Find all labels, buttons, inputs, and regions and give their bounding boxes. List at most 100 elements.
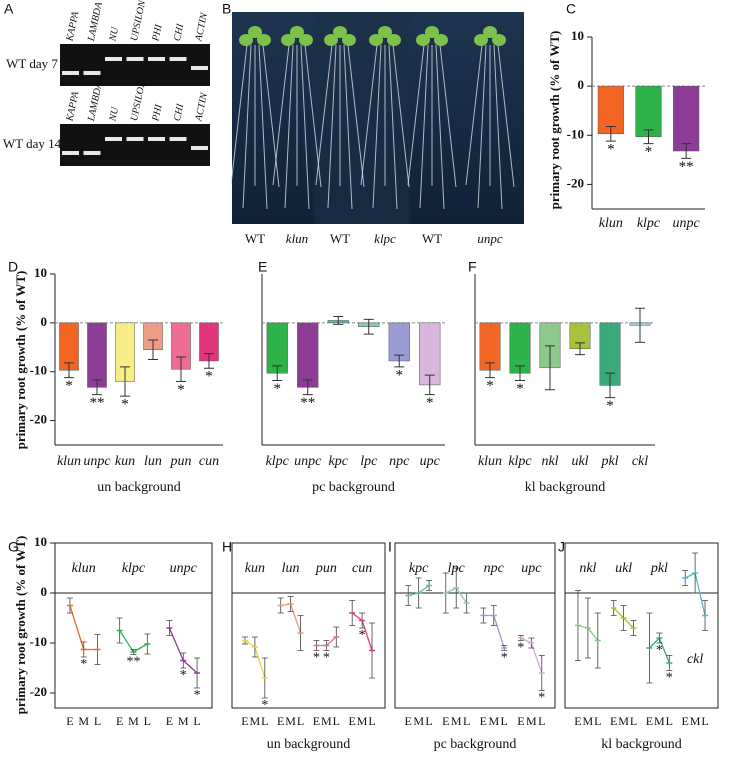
lane-label: NU <box>107 25 121 43</box>
error-bar <box>92 379 102 396</box>
plot-frame <box>231 542 386 709</box>
error-bar <box>681 143 692 159</box>
significance: * <box>323 651 330 666</box>
significance: ** <box>300 395 315 411</box>
photo-caption: WT <box>422 231 442 246</box>
error-bar <box>120 366 130 397</box>
x-axis-label: un background <box>97 480 181 495</box>
x-tick-label: pun <box>170 454 192 469</box>
x-tick-label: E <box>517 714 524 728</box>
x-tick-label: M <box>451 714 462 728</box>
panel-letter: B <box>222 1 231 17</box>
x-axis-label: un background <box>267 737 351 752</box>
x-tick-label: M <box>654 714 665 728</box>
significance: * <box>656 643 663 658</box>
bar <box>597 85 624 135</box>
y-tick-label: -20 <box>30 412 47 427</box>
legend-label: klpc <box>122 561 146 576</box>
lane-label: ACTIN <box>193 11 210 43</box>
gel-band <box>191 146 208 150</box>
x-tick-label: E <box>574 714 581 728</box>
x-tick-label: M <box>357 714 368 728</box>
y-tick-label: -20 <box>30 684 47 699</box>
x-tick-label: nkl <box>541 454 558 469</box>
x-tick-label: M <box>128 714 139 728</box>
x-tick-label: M <box>488 714 499 728</box>
gel-band <box>62 151 79 155</box>
x-axis-label: kl background <box>601 737 681 752</box>
y-tick-label: 10 <box>34 534 47 549</box>
y-tick-label: 0 <box>41 584 48 599</box>
x-tick-label: kun <box>115 454 135 469</box>
error-bar <box>272 365 283 382</box>
gel <box>60 124 210 166</box>
panel-letter: C <box>566 1 576 17</box>
gel-band <box>105 57 122 61</box>
y-tick-label: -20 <box>567 175 584 190</box>
legend-label: klun <box>72 561 96 576</box>
legend-label: pun <box>315 561 337 576</box>
x-tick-label: M <box>178 714 189 728</box>
lane-label: NU <box>107 105 121 123</box>
legend-label: lpc <box>448 561 466 576</box>
legend-label: cun <box>352 561 372 576</box>
error-bar <box>363 318 374 335</box>
root <box>230 44 248 186</box>
gel-bands <box>62 57 208 155</box>
leaf <box>324 34 338 46</box>
x-tick-label: L <box>501 714 508 728</box>
x-tick-label: pkl <box>600 454 618 469</box>
legend-label: upc <box>521 561 542 576</box>
legend-label: ukl <box>615 561 632 576</box>
error-bar <box>485 362 495 379</box>
significance: * <box>194 688 201 703</box>
x-tick-label: klpc <box>508 454 532 469</box>
y-tick-label: -10 <box>30 363 47 378</box>
photo-caption: WT <box>245 231 265 246</box>
significance: * <box>80 657 87 672</box>
root <box>242 44 252 209</box>
x-tick-label: klun <box>599 216 623 231</box>
root <box>465 44 483 186</box>
y-tick-label: 0 <box>578 77 585 92</box>
x-tick-label: E <box>646 714 653 728</box>
error-bar <box>394 354 405 368</box>
x-tick-label: ukl <box>571 454 588 469</box>
significance: * <box>396 367 404 383</box>
x-tick-label: L <box>538 714 545 728</box>
y-tick-label: -10 <box>30 634 47 649</box>
significance: * <box>274 381 282 397</box>
x-tick-label: M <box>250 714 261 728</box>
x-tick-label: L <box>594 714 601 728</box>
x-axis-label: pc background <box>434 737 517 752</box>
lane-label: UPSILON <box>129 0 149 42</box>
panel-letter: E <box>258 259 267 275</box>
significance: * <box>313 651 320 666</box>
x-tick-label: E <box>349 714 356 728</box>
error-bar <box>333 316 344 325</box>
x-axis-label: kl background <box>525 480 605 495</box>
x-tick-label: M <box>583 714 594 728</box>
root <box>419 44 429 209</box>
panel-letter: I <box>388 539 392 555</box>
leaf <box>483 26 497 38</box>
x-tick-label: M <box>618 714 629 728</box>
significance: * <box>359 628 366 643</box>
plot-frame <box>394 542 556 709</box>
lane-label: PHI <box>150 103 165 123</box>
significance: * <box>177 382 185 398</box>
x-tick-label: L <box>261 714 268 728</box>
root <box>272 44 290 186</box>
gel-band <box>83 71 101 75</box>
plants <box>230 26 515 210</box>
gel-band <box>105 137 122 141</box>
x-tick-label: L <box>333 714 340 728</box>
x-tick-label: E <box>682 714 689 728</box>
lane-label: CHI <box>172 22 186 42</box>
gel-band <box>62 71 79 75</box>
photo-caption: klpc <box>374 231 396 246</box>
gel-row-label: WT day 7 <box>6 56 58 71</box>
x-tick-label: klpc <box>637 216 661 231</box>
lane-label: CHI <box>172 102 186 122</box>
panel-letter: G <box>8 539 19 555</box>
